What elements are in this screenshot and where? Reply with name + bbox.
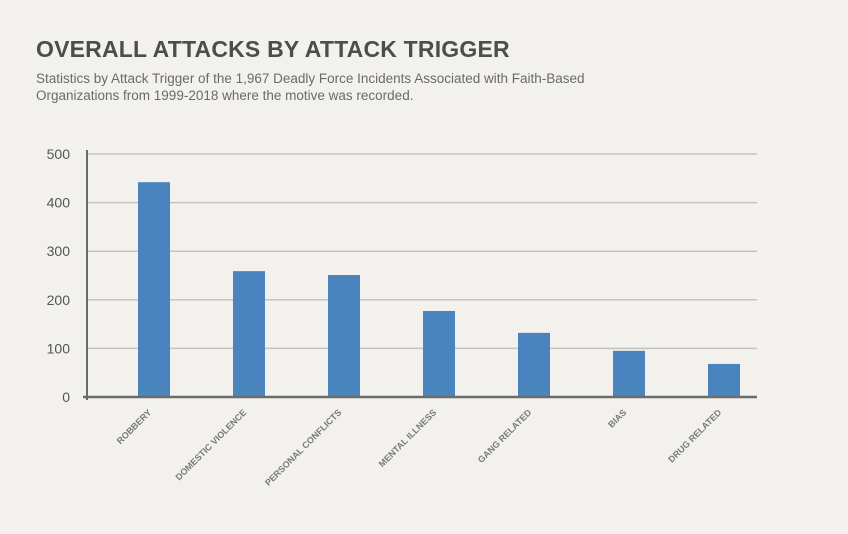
y-tick-label: 100 [47,340,71,356]
bar [233,271,265,397]
x-tick-label: DOMESTIC VIOLENCE [173,407,248,482]
y-tick-label: 0 [62,389,70,405]
x-tick-label: BIAS [606,407,628,429]
bar [138,182,170,397]
bar [708,363,740,397]
bar [328,275,360,397]
y-tick-label: 400 [47,195,71,211]
x-tick-label: GANG RELATED [476,407,534,465]
bar [613,350,645,397]
chart-subtitle: Statistics by Attack Trigger of the 1,96… [36,71,585,103]
bar [518,332,550,397]
y-tick-label: 200 [47,292,71,308]
x-tick-label: DRUG RELATED [666,407,724,465]
bar [423,310,455,397]
x-tick-label: ROBBERY [115,407,154,446]
y-tick-label: 500 [47,146,71,162]
x-tick-label: MENTAL ILLNESS [377,407,439,469]
chart-title: OVERALL ATTACKS BY ATTACK TRIGGER [36,36,510,62]
x-tick-label: PERSONAL CONFLICTS [263,407,343,487]
y-tick-label: 300 [47,243,71,259]
